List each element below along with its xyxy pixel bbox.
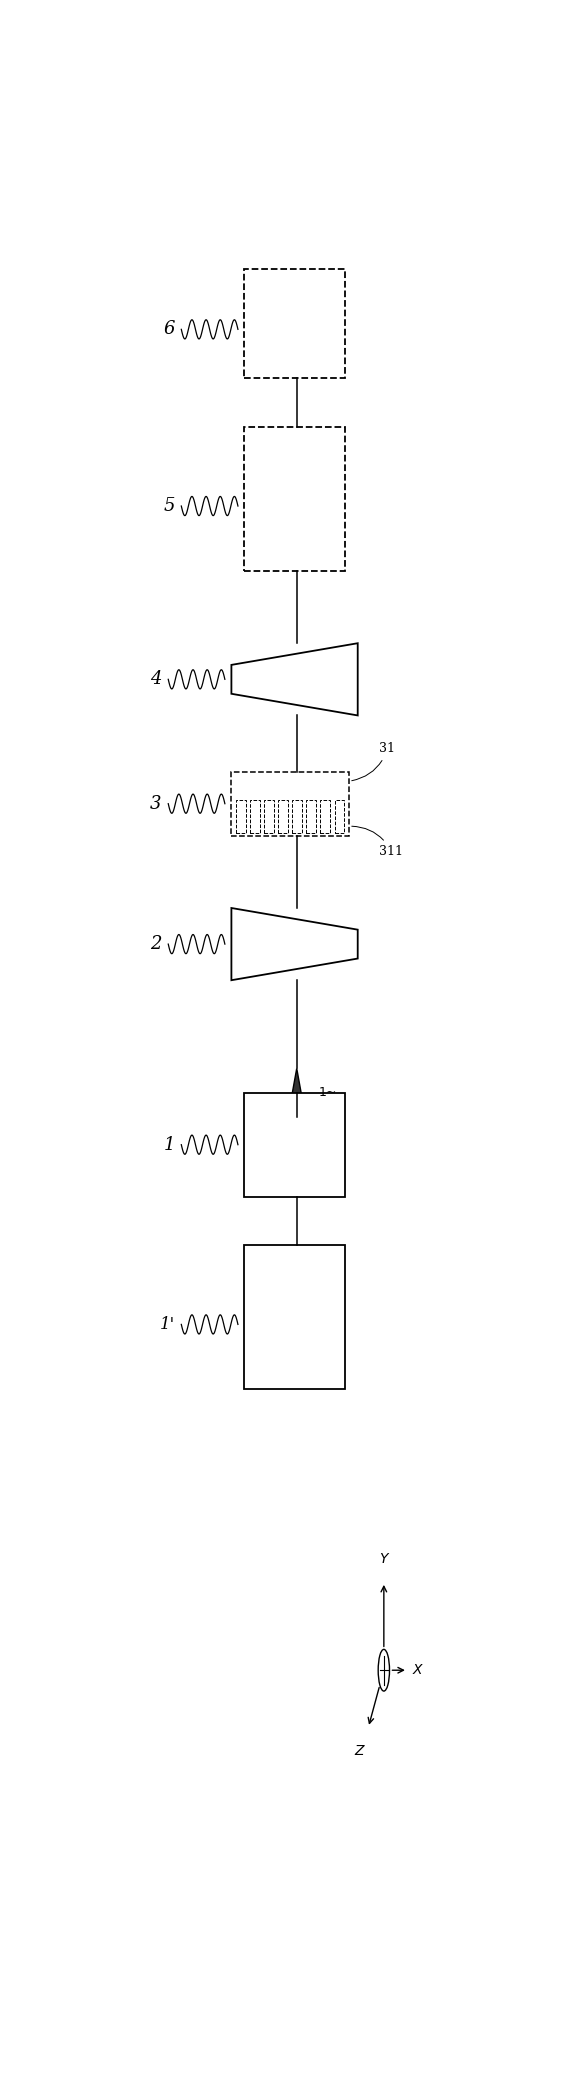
Polygon shape — [232, 909, 357, 979]
Text: 5: 5 — [164, 496, 175, 515]
Polygon shape — [244, 427, 345, 571]
Text: 1: 1 — [164, 1136, 175, 1155]
Polygon shape — [264, 800, 274, 834]
Text: Z: Z — [355, 1744, 364, 1757]
Polygon shape — [244, 1244, 345, 1390]
Text: 3: 3 — [150, 794, 162, 813]
Text: 311: 311 — [352, 825, 404, 859]
Text: 31: 31 — [352, 742, 396, 782]
Text: 1': 1' — [160, 1315, 175, 1334]
Text: Y: Y — [379, 1553, 388, 1565]
Text: 2: 2 — [150, 936, 162, 952]
Polygon shape — [232, 644, 357, 715]
Text: 6: 6 — [164, 321, 175, 338]
Polygon shape — [232, 771, 349, 836]
Text: 1~: 1~ — [319, 1086, 337, 1098]
Polygon shape — [278, 800, 288, 834]
Text: 4: 4 — [150, 671, 162, 688]
Polygon shape — [292, 800, 302, 834]
Polygon shape — [250, 800, 260, 834]
Polygon shape — [244, 269, 345, 379]
Polygon shape — [320, 800, 330, 834]
Polygon shape — [288, 1069, 306, 1117]
Polygon shape — [236, 800, 246, 834]
Polygon shape — [334, 800, 345, 834]
Polygon shape — [306, 800, 316, 834]
Polygon shape — [244, 1092, 345, 1196]
Text: X: X — [413, 1663, 423, 1678]
